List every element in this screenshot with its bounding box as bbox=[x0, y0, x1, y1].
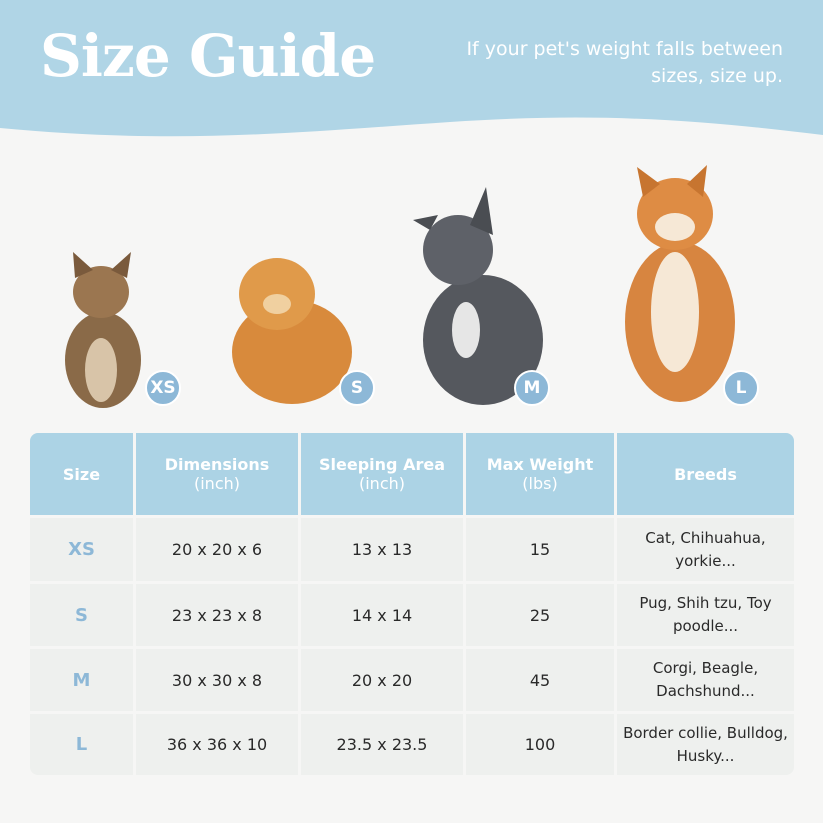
shiba-inu-image bbox=[625, 165, 735, 402]
cell-dimensions: 36 x 36 x 10 bbox=[136, 714, 298, 775]
cell-max-weight: 25 bbox=[466, 584, 614, 646]
page-title: Size Guide bbox=[40, 22, 376, 90]
cell-sleeping-area: 20 x 20 bbox=[301, 649, 463, 711]
pomeranian-image bbox=[232, 258, 352, 404]
cell-size: L bbox=[30, 714, 133, 775]
cell-max-weight: 45 bbox=[466, 649, 614, 711]
cell-breeds: Corgi, Beagle, Dachshund... bbox=[617, 649, 794, 711]
header-breeds: Breeds bbox=[617, 433, 794, 515]
cell-sleeping-area: 23.5 x 23.5 bbox=[301, 714, 463, 775]
cell-size: XS bbox=[30, 518, 133, 581]
size-note: If your pet's weight falls between sizes… bbox=[466, 38, 783, 87]
cell-max-weight: 15 bbox=[466, 518, 614, 581]
header-title: Breeds bbox=[674, 464, 737, 484]
size-table: Size Dimensions (inch) Sleeping Area (inch… bbox=[30, 433, 794, 775]
header-title: Dimensions bbox=[164, 455, 270, 474]
cell-sleeping-area: 13 x 13 bbox=[301, 518, 463, 581]
header-title: Sleeping Area bbox=[319, 455, 445, 474]
header-title: Max Weight bbox=[486, 455, 594, 474]
cell-max-weight: 100 bbox=[466, 714, 614, 775]
size-badge-xs: XS bbox=[145, 370, 181, 406]
header-max-weight: Max Weight (lbs) bbox=[466, 433, 614, 515]
header-title: Size bbox=[62, 464, 101, 484]
header-size: Size bbox=[30, 433, 133, 515]
cell-size: M bbox=[30, 649, 133, 711]
size-badge-s: S bbox=[339, 370, 375, 406]
cell-breeds: Border collie, Bulldog, Husky... bbox=[617, 714, 794, 775]
cell-breeds: Cat, Chihuahua, yorkie... bbox=[617, 518, 794, 581]
header-unit: (inch) bbox=[358, 474, 405, 493]
cell-breeds: Pug, Shih tzu, Toy poodle... bbox=[617, 584, 794, 646]
header-unit: (lbs) bbox=[522, 474, 558, 493]
header-dimensions: Dimensions (inch) bbox=[136, 433, 298, 515]
cell-dimensions: 30 x 30 x 8 bbox=[136, 649, 298, 711]
header-sleeping-area: Sleeping Area (inch) bbox=[301, 433, 463, 515]
cat-image bbox=[65, 252, 141, 408]
header-wave bbox=[0, 0, 823, 137]
cell-dimensions: 20 x 20 x 6 bbox=[136, 518, 298, 581]
cell-dimensions: 23 x 23 x 8 bbox=[136, 584, 298, 646]
size-badge-m: M bbox=[514, 370, 550, 406]
french-bulldog-image bbox=[413, 187, 543, 405]
cell-sleeping-area: 14 x 14 bbox=[301, 584, 463, 646]
size-badge-l: L bbox=[723, 370, 759, 406]
cell-size: S bbox=[30, 584, 133, 646]
header-unit: (inch) bbox=[193, 474, 240, 493]
